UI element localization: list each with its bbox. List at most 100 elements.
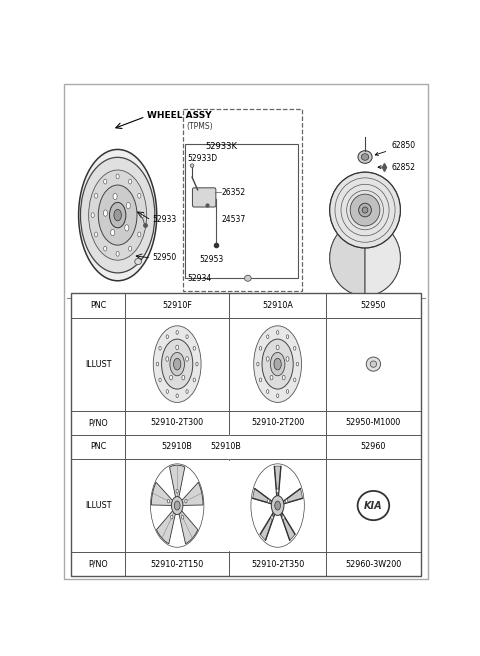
Text: 62852: 62852 <box>378 163 415 172</box>
Ellipse shape <box>330 172 400 248</box>
Ellipse shape <box>350 194 380 226</box>
Ellipse shape <box>176 489 179 493</box>
Ellipse shape <box>171 497 183 514</box>
Ellipse shape <box>98 185 137 245</box>
Ellipse shape <box>267 499 270 502</box>
Ellipse shape <box>287 390 288 394</box>
Ellipse shape <box>95 232 97 237</box>
Ellipse shape <box>294 346 296 350</box>
Ellipse shape <box>162 339 193 389</box>
Text: (TPMS): (TPMS) <box>186 121 213 131</box>
Ellipse shape <box>95 194 97 198</box>
Ellipse shape <box>169 375 172 380</box>
Ellipse shape <box>276 394 279 398</box>
Text: P/NO: P/NO <box>88 560 108 569</box>
FancyBboxPatch shape <box>185 144 298 278</box>
Ellipse shape <box>148 461 206 550</box>
Ellipse shape <box>294 378 296 382</box>
Ellipse shape <box>257 362 259 366</box>
Ellipse shape <box>362 207 368 213</box>
Ellipse shape <box>186 357 189 361</box>
Ellipse shape <box>129 246 132 251</box>
Ellipse shape <box>176 394 179 398</box>
Text: 52960-3W200: 52960-3W200 <box>345 560 402 569</box>
Ellipse shape <box>79 150 157 281</box>
Text: 52910F: 52910F <box>162 301 192 310</box>
Ellipse shape <box>287 335 288 338</box>
Ellipse shape <box>109 203 126 228</box>
Ellipse shape <box>182 375 185 380</box>
Text: 52910-2T300: 52910-2T300 <box>151 418 204 427</box>
Text: 52934: 52934 <box>187 274 212 283</box>
Ellipse shape <box>274 358 281 370</box>
Ellipse shape <box>176 331 179 335</box>
Ellipse shape <box>193 346 195 350</box>
Ellipse shape <box>270 375 273 380</box>
Ellipse shape <box>89 170 147 260</box>
Text: P/NO: P/NO <box>88 418 108 427</box>
Text: ILLUST: ILLUST <box>85 359 111 369</box>
Ellipse shape <box>186 390 188 394</box>
Ellipse shape <box>138 194 141 198</box>
Polygon shape <box>275 466 281 497</box>
Ellipse shape <box>186 335 188 338</box>
Ellipse shape <box>276 331 279 335</box>
Text: 62850: 62850 <box>375 142 415 155</box>
Text: 52960: 52960 <box>361 443 386 451</box>
Polygon shape <box>253 489 273 504</box>
Ellipse shape <box>114 209 121 221</box>
Ellipse shape <box>125 225 129 231</box>
Polygon shape <box>260 512 275 540</box>
Ellipse shape <box>185 499 187 503</box>
Text: 52950: 52950 <box>152 253 176 262</box>
Ellipse shape <box>266 357 269 361</box>
Ellipse shape <box>282 375 285 380</box>
Ellipse shape <box>270 352 285 376</box>
Ellipse shape <box>366 357 381 371</box>
Ellipse shape <box>116 174 119 179</box>
FancyBboxPatch shape <box>71 293 421 576</box>
Ellipse shape <box>103 210 108 216</box>
Text: 52910B: 52910B <box>162 443 192 451</box>
Text: 52950: 52950 <box>360 301 386 310</box>
Ellipse shape <box>359 203 372 217</box>
Text: WHEEL ASSY: WHEEL ASSY <box>147 111 212 119</box>
Text: 52933D: 52933D <box>188 155 218 163</box>
Ellipse shape <box>259 346 262 350</box>
Ellipse shape <box>252 323 304 406</box>
Ellipse shape <box>153 326 201 402</box>
Text: KIA: KIA <box>364 501 383 510</box>
Ellipse shape <box>266 335 269 338</box>
Text: 24537: 24537 <box>222 215 246 224</box>
Ellipse shape <box>168 499 169 503</box>
Ellipse shape <box>81 157 155 273</box>
Text: 52910-2T150: 52910-2T150 <box>151 560 204 569</box>
Text: ILLUST: ILLUST <box>85 501 111 510</box>
Polygon shape <box>179 510 198 544</box>
Text: 52910A: 52910A <box>262 301 293 310</box>
Ellipse shape <box>275 501 280 510</box>
Ellipse shape <box>104 246 107 251</box>
Text: 52953: 52953 <box>200 255 224 264</box>
Ellipse shape <box>126 203 131 209</box>
Ellipse shape <box>276 489 279 493</box>
Ellipse shape <box>174 501 180 510</box>
Ellipse shape <box>271 516 273 520</box>
Polygon shape <box>169 465 185 498</box>
Ellipse shape <box>138 232 141 237</box>
Polygon shape <box>330 172 365 296</box>
Ellipse shape <box>176 345 179 350</box>
Ellipse shape <box>254 326 301 402</box>
Ellipse shape <box>116 251 119 256</box>
Text: 52933: 52933 <box>152 215 176 224</box>
Ellipse shape <box>266 390 269 394</box>
Ellipse shape <box>271 496 284 516</box>
Ellipse shape <box>166 390 168 394</box>
Ellipse shape <box>249 461 306 550</box>
Ellipse shape <box>170 516 173 519</box>
Ellipse shape <box>159 378 161 382</box>
FancyBboxPatch shape <box>64 84 428 579</box>
Ellipse shape <box>113 194 117 199</box>
Ellipse shape <box>135 258 142 264</box>
Ellipse shape <box>190 164 194 167</box>
